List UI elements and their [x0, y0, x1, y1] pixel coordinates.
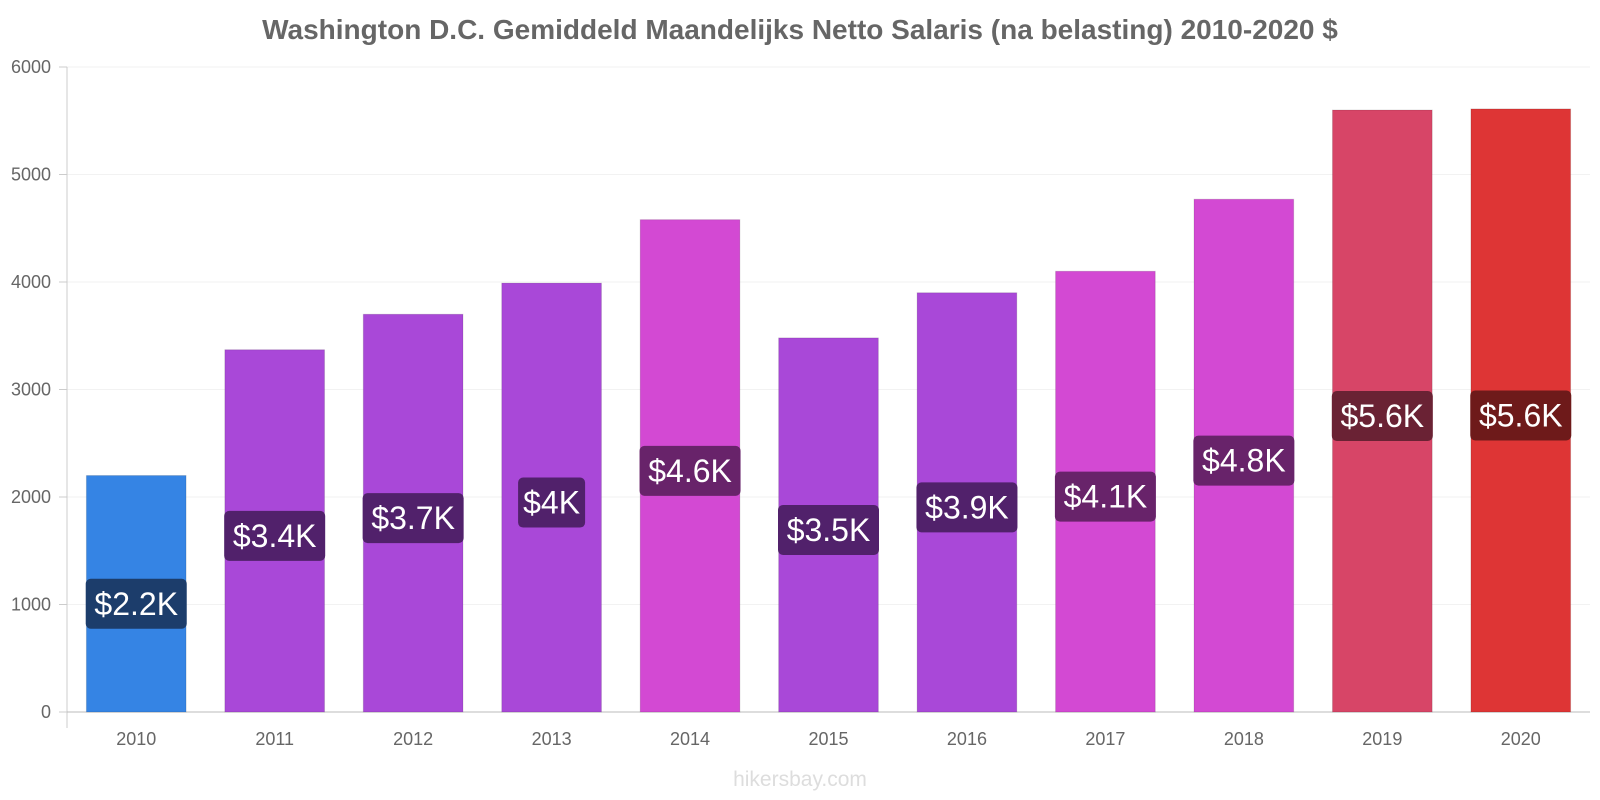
data-label-bg: [1331, 391, 1433, 441]
data-label-2017: $4.1K: [1054, 471, 1156, 522]
data-label-text: $4.1K: [1064, 479, 1148, 515]
x-tick-label: 2017: [1085, 729, 1125, 749]
y-tick-label: 4000: [11, 272, 51, 292]
data-label-2011: $3.4K: [224, 510, 326, 561]
data-label-bg: [362, 493, 464, 544]
data-label-bg: [85, 578, 187, 629]
data-label-2013: $4K: [518, 477, 586, 528]
y-tick-label: 5000: [11, 165, 51, 185]
y-tick-label: 1000: [11, 595, 51, 615]
chart-title: Washington D.C. Gemiddeld Maandelijks Ne…: [262, 14, 1338, 45]
data-label-text: $3.4K: [233, 518, 317, 554]
data-label-2019: $5.6K: [1331, 391, 1433, 441]
data-label-text: $5.6K: [1341, 398, 1425, 434]
x-tick-label: 2014: [670, 729, 710, 749]
data-label-2012: $3.7K: [362, 493, 464, 544]
x-tick-label: 2013: [532, 729, 572, 749]
data-label-2016: $3.9K: [916, 482, 1018, 533]
x-tick-label: 2012: [393, 729, 433, 749]
data-label-2014: $4.6K: [639, 445, 741, 496]
data-label-text: $5.6K: [1479, 397, 1563, 433]
data-label-text: $3.9K: [925, 489, 1009, 525]
y-tick-label: 2000: [11, 487, 51, 507]
x-tick-label: 2015: [808, 729, 848, 749]
data-label-bg: [778, 504, 879, 555]
data-label-bg: [518, 477, 586, 528]
y-tick-label: 0: [41, 702, 51, 722]
data-label-bg: [1054, 471, 1156, 522]
x-tick-label: 2018: [1224, 729, 1264, 749]
data-label-text: $4.8K: [1202, 443, 1286, 479]
data-label-bg: [1193, 435, 1295, 486]
x-tick-label: 2020: [1501, 729, 1541, 749]
data-label-text: $4K: [523, 485, 580, 521]
data-label-2020: $5.6K: [1470, 390, 1572, 441]
watermark: hikersbay.com: [733, 768, 867, 791]
data-labels: $2.2K $3.4K $3.7K $4K $4.6K $3.5K $3.9K $4.1K $4…: [85, 390, 1572, 629]
y-tick-label: 3000: [11, 380, 51, 400]
data-label-2018: $4.8K: [1193, 435, 1295, 486]
y-tick-label: 6000: [11, 57, 51, 77]
data-label-text: $3.5K: [787, 512, 871, 548]
x-tick-label: 2010: [116, 729, 156, 749]
axes: 0 1000 2000 3000 4000 5000 6000 2010 2011 2012 201…: [11, 57, 1590, 749]
data-label-bg: [916, 482, 1018, 533]
data-label-text: $4.6K: [648, 453, 732, 489]
data-label-bg: [224, 510, 326, 561]
x-tick-label: 2011: [255, 729, 294, 749]
data-label-2010: $2.2K: [85, 578, 187, 629]
data-label-text: $3.7K: [371, 500, 455, 536]
data-label-text: $2.2K: [94, 586, 178, 622]
data-label-bg: [1470, 390, 1572, 441]
data-label-2015: $3.5K: [778, 504, 879, 555]
data-label-bg: [639, 445, 741, 496]
x-tick-label: 2019: [1362, 729, 1402, 749]
x-tick-label: 2016: [947, 729, 987, 749]
